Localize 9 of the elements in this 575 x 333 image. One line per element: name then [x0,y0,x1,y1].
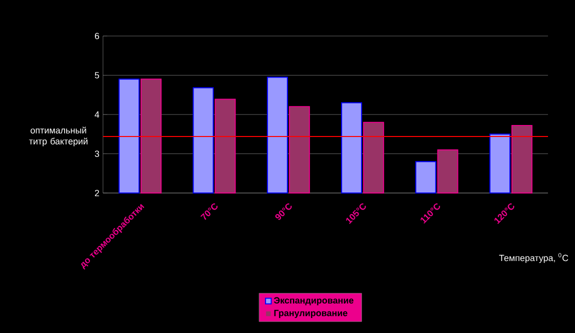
x-axis-title: Температура, $^{0}$С [499,253,568,263]
legend-label: Экспандирование [274,297,354,306]
y-tick-label: 5 [94,72,100,78]
ref-line-label: оптимальный титр бактерий [29,126,88,146]
legend-label: Гранулирование [274,310,348,318]
y-tick-label: 2 [94,190,100,196]
y-tick-label: 4 [94,111,100,118]
y-tick-label: 3 [94,150,100,157]
y-tick-label: 6 [94,32,100,40]
